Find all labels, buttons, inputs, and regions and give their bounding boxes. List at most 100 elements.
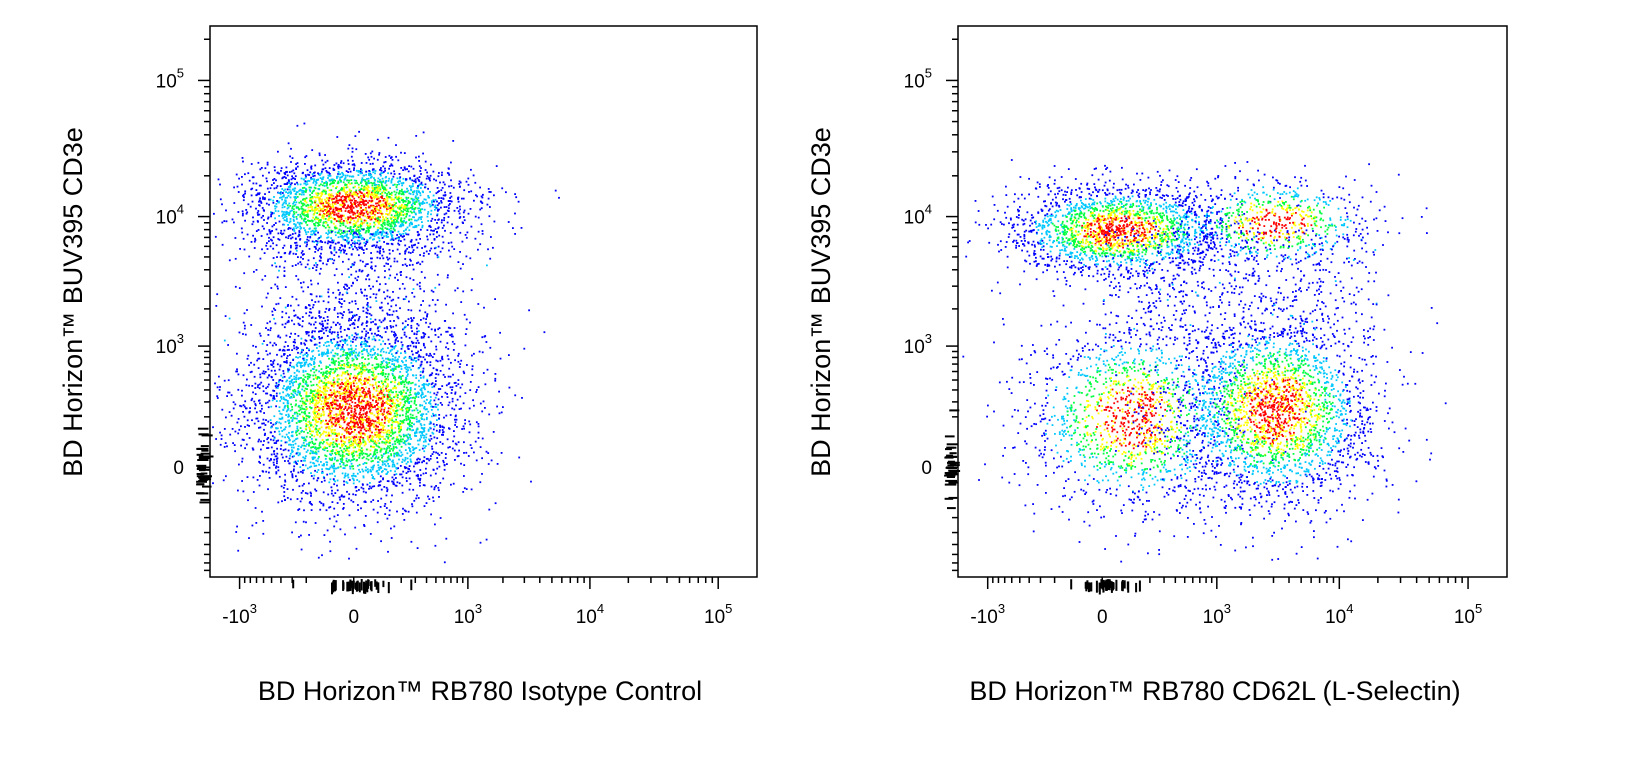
event-dot [282,370,284,372]
event-dot [388,191,390,193]
event-dot [363,213,365,215]
event-dot [238,191,240,193]
event-dot [308,315,310,317]
event-dot [265,471,267,473]
event-dot [386,193,388,195]
event-dot [268,400,270,402]
event-dot [353,385,355,387]
event-dot [297,498,299,500]
event-dot [400,352,402,354]
event-dot [294,196,296,198]
event-dot [375,319,377,321]
event-dot [283,202,285,204]
event-dot [275,210,277,212]
event-dot [297,352,299,354]
event-dot [380,480,382,482]
event-dot [394,191,396,193]
event-dot [351,211,353,213]
event-dot [260,258,262,260]
event-dot [351,401,353,403]
event-dot [385,331,387,333]
event-dot [406,467,408,469]
event-dot [353,323,355,325]
event-dot [463,212,465,214]
event-dot [276,206,278,208]
event-dot [305,209,307,211]
event-dot [284,189,286,191]
event-dot [467,232,469,234]
event-dot [363,187,365,189]
event-dot [347,227,349,229]
event-dot [318,394,320,396]
event-dot [358,457,360,459]
event-dot [290,210,292,212]
event-dot [396,197,398,199]
event-dot [377,202,379,204]
event-dot [334,421,336,423]
event-dot [353,207,355,209]
event-dot [353,455,355,457]
event-dot [321,199,323,201]
event-dot [365,189,367,191]
event-dot [438,418,440,420]
event-dot [359,203,361,205]
event-dot [392,206,394,208]
event-dot [299,224,301,226]
event-dot [394,441,396,443]
event-dot [264,193,266,195]
event-dot [360,247,362,249]
event-dot [447,438,449,440]
event-dot [417,412,419,414]
event-dot [342,440,344,442]
event-dot [260,376,262,378]
event-dot [239,287,241,289]
event-dot [436,457,438,459]
event-dot [394,403,396,405]
event-dot [425,402,427,404]
event-dot [296,218,298,220]
event-dot [307,231,309,233]
event-dot [372,168,374,170]
event-dot [482,230,484,232]
event-dot [258,420,260,422]
event-dot [334,180,336,182]
event-dot [395,419,397,421]
event-dot [377,185,379,187]
event-dot [294,187,296,189]
event-dot [392,250,394,252]
event-dot [436,207,438,209]
event-dot [449,256,451,258]
event-dot [338,195,340,197]
event-dot [270,187,272,189]
event-dot [404,167,406,169]
event-dot [478,423,480,425]
event-dot [314,418,316,420]
event-dot [435,228,437,230]
event-dot [486,539,488,541]
event-dot [316,204,318,206]
event-dot [396,184,398,186]
event-dot [367,355,369,357]
event-dot [388,137,390,139]
event-dot [284,407,286,409]
event-dot [355,292,357,294]
event-dot [362,437,364,439]
event-dot [356,490,358,492]
event-dot [318,365,320,367]
event-dot [295,432,297,434]
event-dot [435,180,437,182]
event-dot [391,314,393,316]
event-dot [244,328,246,330]
event-dot [458,261,460,263]
event-dot [406,419,408,421]
event-dot [482,197,484,199]
event-dot [387,551,389,553]
event-dot [273,415,275,417]
event-dot [457,226,459,228]
event-dot [418,396,420,398]
event-dot [418,342,420,344]
event-dot [409,223,411,225]
event-dot [321,246,323,248]
event-dot [361,181,363,183]
event-dot [411,186,413,188]
